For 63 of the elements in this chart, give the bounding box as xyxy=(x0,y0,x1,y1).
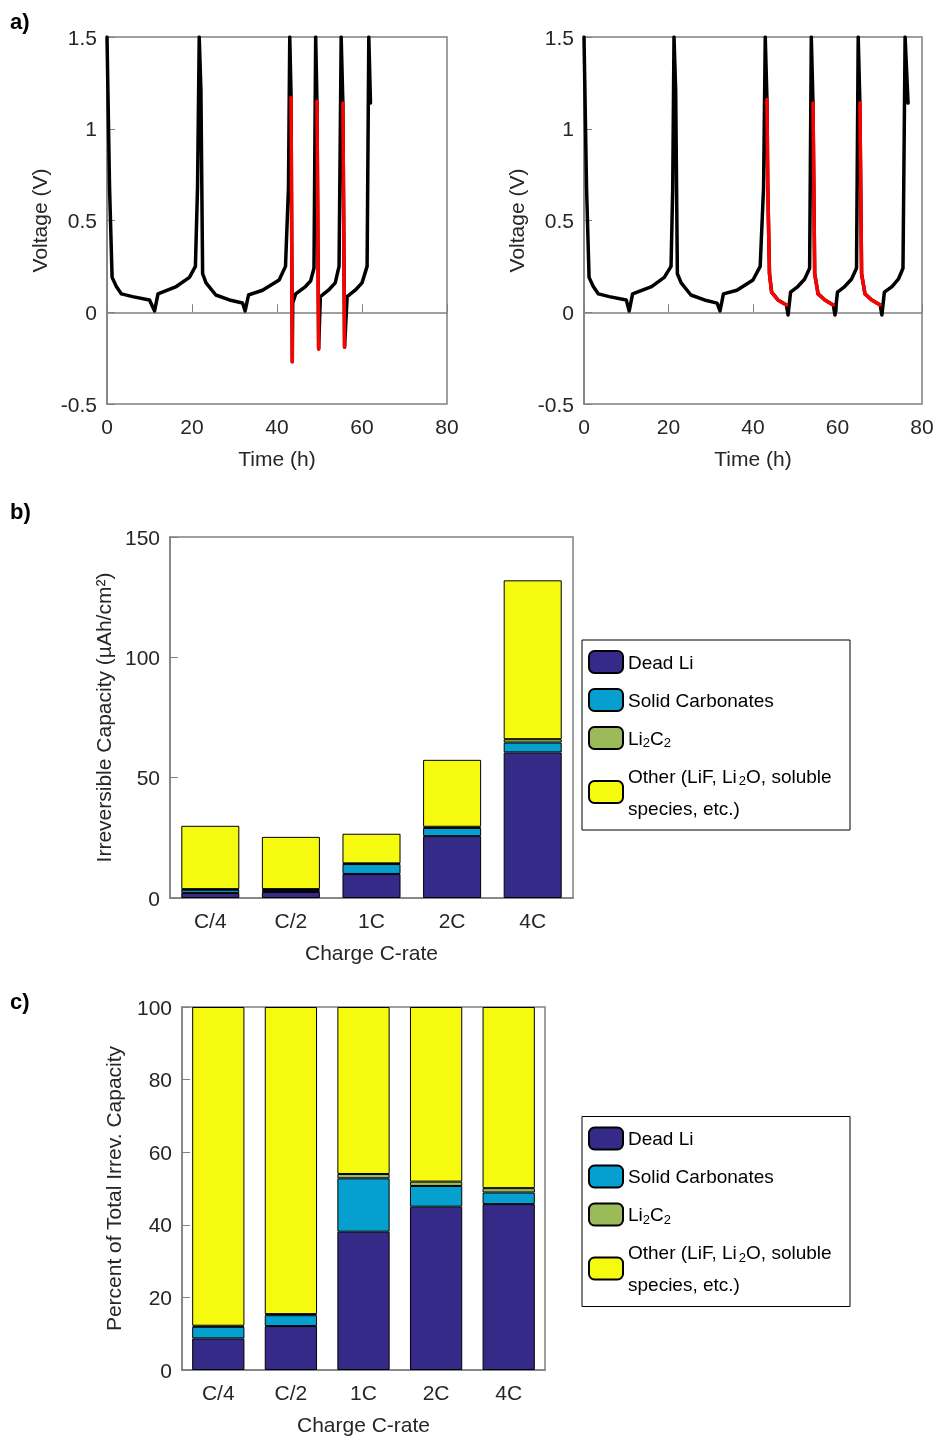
y-axis-title: Voltage (V) xyxy=(27,168,51,273)
legend-label: Solid Carbonates xyxy=(628,1166,774,1187)
bar xyxy=(337,1007,390,1174)
y-tick-label: 50 xyxy=(136,766,160,790)
y-tick-label: -0.5 xyxy=(537,392,574,416)
bar xyxy=(181,892,240,898)
text: a) xyxy=(10,8,30,34)
x-axis-title: Time (h) xyxy=(238,447,316,470)
y-tick-label: 1.5 xyxy=(544,25,574,49)
legend-label: Dead Li xyxy=(628,651,694,673)
x-tick-label: C/2 xyxy=(274,909,308,932)
x-axis-title: Time (h) xyxy=(714,447,792,470)
text: c) xyxy=(10,988,30,1014)
x-tick-label: 0 xyxy=(578,415,590,438)
y-tick-label: 0 xyxy=(562,300,574,324)
legend-label: Solid Carbonates xyxy=(628,689,774,711)
y-tick-label: 0 xyxy=(148,886,160,910)
y-tick-label: 0 xyxy=(160,1358,172,1382)
y-tick-label: 150 xyxy=(124,525,160,549)
y-tick-label: 1 xyxy=(85,117,97,141)
x-tick-label: 20 xyxy=(656,415,681,438)
y-tick-label: 0.5 xyxy=(67,209,97,232)
x-tick-label: 60 xyxy=(350,415,374,438)
y-axis-title: Percent of Total Irrev. Capacity xyxy=(102,1045,125,1332)
y-axis-title: Irreversible Capacity (µAh/cm²) xyxy=(92,572,115,863)
text: b) xyxy=(10,498,31,524)
x-tick-label: 2C xyxy=(422,1381,450,1404)
bar xyxy=(482,1007,535,1189)
y-tick-label: 60 xyxy=(148,1140,172,1164)
x-axis-title: Charge C-rate xyxy=(296,1413,431,1436)
bar xyxy=(261,891,320,898)
x-tick-label: 1C xyxy=(358,909,385,932)
x-tick-label: 4C xyxy=(495,1381,523,1404)
bar xyxy=(181,825,240,890)
bar xyxy=(261,836,320,890)
y-tick-label: 80 xyxy=(148,1068,172,1092)
x-tick-label: 20 xyxy=(180,415,204,438)
x-tick-label: 2C xyxy=(438,909,466,932)
y-tick-label: 1.5 xyxy=(67,25,97,49)
bar xyxy=(503,580,562,740)
x-tick-label: 0 xyxy=(101,415,113,438)
x-axis-title: Charge C-rate xyxy=(304,941,439,964)
y-tick-label: -0.5 xyxy=(60,392,97,416)
y-tick-label: 100 xyxy=(136,995,172,1019)
x-tick-label: 40 xyxy=(265,415,289,438)
y-tick-label: 100 xyxy=(124,645,160,669)
y-tick-label: 1 xyxy=(562,117,574,141)
x-tick-label: 60 xyxy=(825,415,850,438)
y-tick-label: 0.5 xyxy=(544,209,574,232)
x-tick-label: C/4 xyxy=(193,909,227,932)
bar xyxy=(409,1007,463,1182)
y-tick-label: 20 xyxy=(148,1285,172,1309)
x-tick-label: 40 xyxy=(741,415,765,438)
x-tick-label: 80 xyxy=(910,415,934,438)
x-tick-label: 1C xyxy=(350,1381,377,1404)
y-tick-label: 0 xyxy=(85,300,97,324)
x-tick-label: 80 xyxy=(435,415,459,438)
x-tick-label: C/4 xyxy=(201,1381,235,1404)
x-tick-label: C/2 xyxy=(274,1381,308,1404)
y-tick-label: 40 xyxy=(148,1213,172,1237)
y-axis-title: Voltage (V) xyxy=(504,168,528,273)
legend-label: Dead Li xyxy=(628,1128,694,1149)
x-tick-label: 4C xyxy=(519,909,547,932)
